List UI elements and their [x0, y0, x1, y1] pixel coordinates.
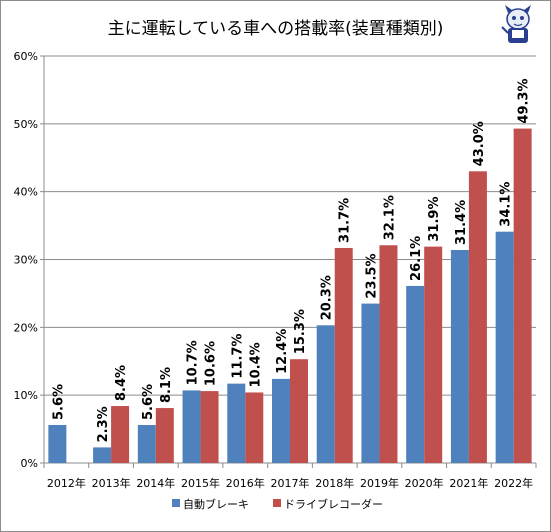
chart-title: 主に運転している車への搭載率(装置種類別) [107, 19, 444, 39]
legend-label: ドライブレコーダー [284, 497, 383, 511]
data-label: 31.7% [338, 198, 353, 243]
x-tick-label: 2022年 [494, 476, 533, 490]
data-label: 31.4% [454, 200, 469, 245]
data-label: 12.4% [275, 329, 290, 374]
bar [137, 425, 156, 463]
bar [200, 391, 219, 463]
bar [450, 250, 469, 463]
data-label: 10.7% [186, 340, 201, 385]
tick-labels: 0% 10% 20% 30% 40% 50% 60% 2012年 2013年 2014年 2015年… [14, 50, 534, 490]
mascot-icon [501, 5, 531, 43]
bar [290, 359, 308, 463]
bars [48, 128, 532, 464]
x-tick-label: 2018年 [315, 476, 354, 490]
bar [334, 247, 353, 463]
y-tick-label: 60% [14, 50, 38, 63]
bar [227, 383, 246, 463]
x-tick-label: 2013年 [92, 476, 131, 490]
data-label: 11.7% [230, 334, 245, 379]
x-tick-label: 2016年 [226, 476, 265, 490]
x-tick-label: 2012年 [47, 476, 86, 490]
data-label: 8.4% [114, 365, 129, 401]
x-tick-label: 2015年 [181, 476, 220, 490]
legend-swatch [273, 499, 281, 507]
data-label: 23.5% [364, 253, 379, 298]
data-label: 20.3% [320, 275, 335, 320]
bar [182, 390, 201, 463]
bar [48, 425, 67, 463]
bar [361, 303, 380, 463]
data-label: 5.6% [141, 384, 156, 420]
data-label: 32.1% [382, 195, 397, 240]
y-tick-label: 10% [14, 389, 38, 402]
bar [245, 392, 264, 463]
bar [316, 325, 335, 463]
x-tick-label: 2020年 [405, 476, 444, 490]
bar [155, 408, 174, 463]
data-label: 8.1% [159, 367, 174, 403]
data-label: 15.3% [293, 309, 308, 354]
x-tick-label: 2014年 [136, 476, 175, 490]
x-tick-label: 2019年 [360, 476, 399, 490]
bar [111, 406, 130, 463]
y-tick-label: 30% [14, 254, 38, 267]
data-label: 10.4% [248, 342, 263, 387]
bar [406, 285, 425, 463]
legend-swatch [172, 499, 180, 507]
bar [424, 246, 443, 463]
data-label: 31.9% [427, 197, 442, 242]
bar [468, 171, 487, 464]
y-tick-label: 50% [14, 118, 38, 131]
y-tick-label: 0% [21, 457, 38, 470]
data-label: 2.3% [96, 406, 111, 442]
bar [93, 447, 112, 463]
bar [379, 245, 398, 463]
y-tick-label: 40% [14, 186, 38, 199]
data-label: 49.3% [517, 78, 532, 123]
y-tick-label: 20% [14, 321, 38, 334]
x-tick-label: 2021年 [449, 476, 488, 490]
data-label: 43.0% [472, 121, 487, 166]
bar [513, 128, 532, 463]
data-label: 34.1% [499, 182, 514, 227]
bar [272, 378, 290, 463]
bar [495, 231, 514, 463]
data-label: 26.1% [409, 236, 424, 281]
data-labels: 5.6% 2.3% 5.6% 10.7% 11.7% 12.4% 20.3% 23.5% 26.… [51, 78, 531, 442]
legend-label: 自動ブレーキ [183, 497, 249, 511]
legend: 自動ブレーキ ドライブレコーダー [172, 497, 383, 511]
data-label: 5.6% [51, 384, 66, 420]
x-tick-label: 2017年 [271, 476, 310, 490]
data-label: 10.6% [204, 341, 219, 386]
